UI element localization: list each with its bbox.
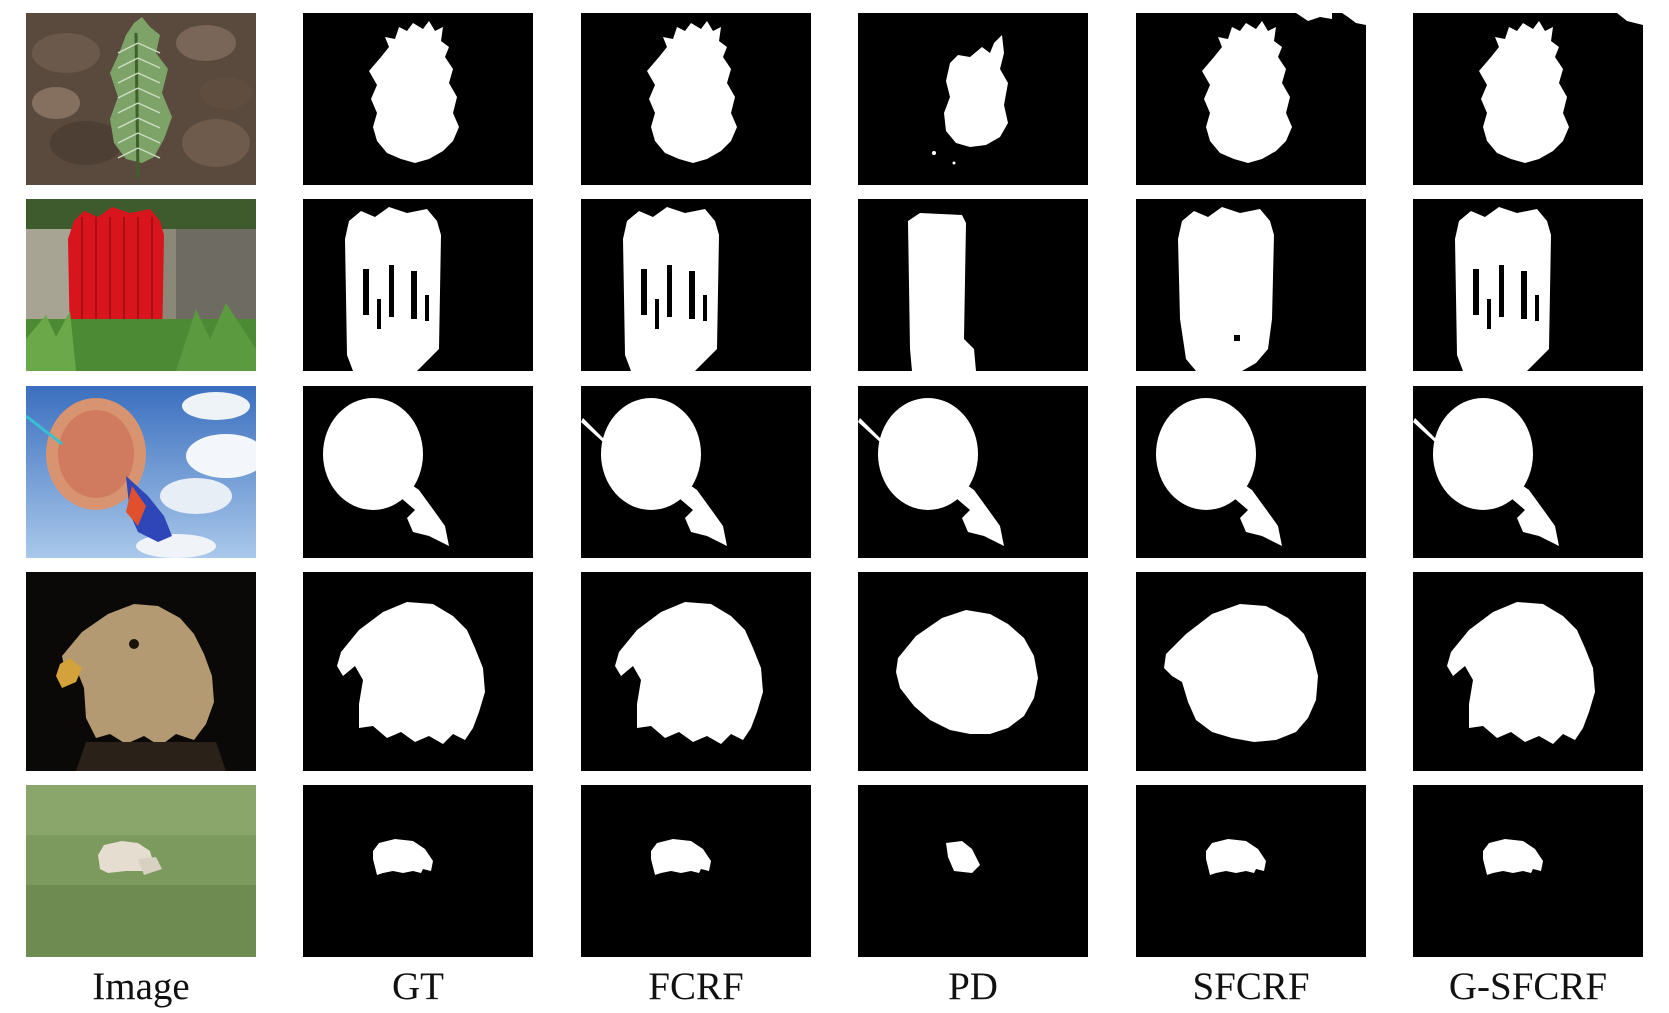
mask-fcrf-sheep <box>581 785 811 957</box>
mask-g-sfcrf-eagle <box>1413 572 1643 771</box>
mask-pd-eagle <box>858 572 1088 771</box>
column-label-pd: PD <box>948 965 998 1008</box>
column-label-g-sfcrf: G-SFCRF <box>1448 965 1608 1008</box>
mask-g-sfcrf-red-door <box>1413 199 1643 371</box>
column-label-image: Image <box>92 965 190 1008</box>
mask-gt-red-door <box>303 199 533 371</box>
mask-sfcrf-eagle <box>1136 572 1366 771</box>
image-kite <box>26 386 256 558</box>
mask-g-sfcrf-plant <box>1413 13 1643 185</box>
mask-gt-eagle <box>303 572 533 771</box>
mask-g-sfcrf-kite <box>1413 386 1643 558</box>
mask-pd-kite <box>858 386 1088 558</box>
image-plant <box>26 13 256 185</box>
mask-fcrf-eagle <box>581 572 811 771</box>
mask-sfcrf-sheep <box>1136 785 1366 957</box>
mask-pd-red-door <box>858 199 1088 371</box>
mask-sfcrf-red-door <box>1136 199 1366 371</box>
column-label-gt: GT <box>392 965 444 1008</box>
mask-fcrf-plant <box>581 13 811 185</box>
image-eagle <box>26 572 256 771</box>
mask-sfcrf-plant <box>1136 13 1366 185</box>
image-red-door <box>26 199 256 371</box>
mask-gt-sheep <box>303 785 533 957</box>
mask-gt-plant <box>303 13 533 185</box>
mask-pd-sheep <box>858 785 1088 957</box>
mask-fcrf-kite <box>581 386 811 558</box>
column-label-sfcrf: SFCRF <box>1192 965 1310 1008</box>
mask-gt-kite <box>303 386 533 558</box>
mask-g-sfcrf-sheep <box>1413 785 1643 957</box>
mask-fcrf-red-door <box>581 199 811 371</box>
image-sheep <box>26 785 256 957</box>
column-label-fcrf: FCRF <box>648 965 744 1008</box>
mask-sfcrf-kite <box>1136 386 1366 558</box>
mask-pd-plant <box>858 13 1088 185</box>
